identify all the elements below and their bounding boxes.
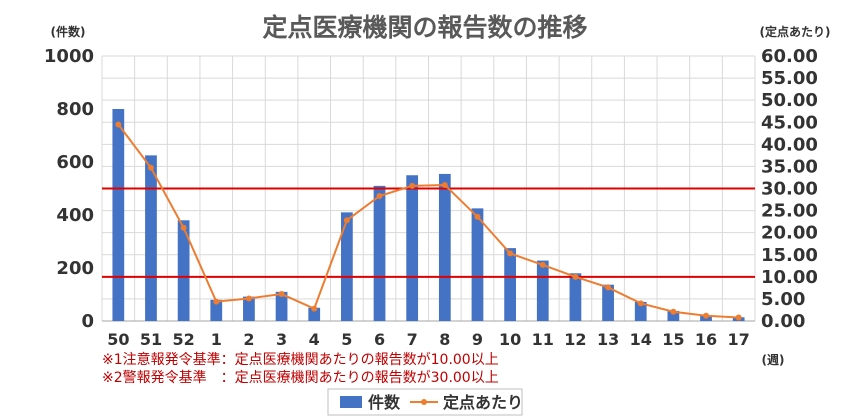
bar xyxy=(112,109,125,321)
legend-bar-label: 件数 xyxy=(368,393,401,412)
x-tick-label: 6 xyxy=(374,330,385,349)
x-tick-label: 13 xyxy=(597,330,619,349)
x-tick-label: 14 xyxy=(630,330,652,349)
bar xyxy=(536,260,549,321)
y-tick-label: 200 xyxy=(56,258,94,279)
x-tick-label: 52 xyxy=(172,330,194,349)
threshold-lines xyxy=(102,187,755,278)
x-tick-label: 16 xyxy=(695,330,717,349)
y2-tick-label: 15.00 xyxy=(761,245,818,266)
x-tick-label: 17 xyxy=(728,330,750,349)
y-axis-unit-label: (件数) xyxy=(51,24,86,39)
x-tick-label: 50 xyxy=(107,330,129,349)
legend-line-label: 定点あたり xyxy=(442,393,523,412)
line-point xyxy=(278,291,285,298)
line-point xyxy=(376,193,383,200)
bar xyxy=(569,273,582,321)
line-point xyxy=(147,164,154,171)
x-tick-label: 7 xyxy=(407,330,418,349)
line-point xyxy=(441,181,448,188)
x-tick-label: 12 xyxy=(564,330,586,349)
note-2: ※2警報発令基準 ：定点医療機関あたりの報告数が30.00以上 xyxy=(102,369,499,386)
bar xyxy=(340,212,353,321)
y-tick-label: 600 xyxy=(56,152,94,173)
note-1: ※1注意報発令基準：定点医療機関あたりの報告数が10.00以上 xyxy=(102,351,499,368)
y2-tick-label: 5.00 xyxy=(761,289,805,310)
line-point xyxy=(213,298,220,305)
x-tick-label: 4 xyxy=(309,330,320,349)
line-point xyxy=(409,182,416,189)
y2-tick-label: 20.00 xyxy=(761,223,818,244)
bar xyxy=(602,284,614,321)
line-point xyxy=(311,305,318,312)
x-tick-label: 15 xyxy=(662,330,684,349)
y2-tick-label: 45.00 xyxy=(761,112,818,133)
chart-title: 定点医療機関の報告数の推移 xyxy=(262,13,587,42)
line-point xyxy=(474,213,481,220)
x-tick-label: 51 xyxy=(140,330,162,349)
line-point xyxy=(703,312,710,319)
y-tick-label: 1000 xyxy=(44,46,94,67)
bar xyxy=(145,155,157,321)
legend: 件数 定点あたり xyxy=(327,388,523,416)
bar xyxy=(210,299,223,321)
y2-tick-label: 40.00 xyxy=(761,134,818,155)
y2-tick-label: 60.00 xyxy=(761,46,818,67)
y-axis-ticks: 0 200 400 600 800 1000 xyxy=(44,46,94,332)
y2-axis-ticks: 0.005.0010.0015.0020.0025.0030.0035.0040… xyxy=(761,46,818,332)
bar xyxy=(406,175,419,321)
y2-tick-label: 30.00 xyxy=(761,179,818,200)
line-point xyxy=(670,308,677,315)
x-tick-label: 9 xyxy=(472,330,483,349)
bar-series xyxy=(112,109,745,321)
x-tick-label: 8 xyxy=(439,330,450,349)
y2-tick-label: 10.00 xyxy=(761,267,818,288)
line-series xyxy=(115,121,742,321)
x-tick-label: 1 xyxy=(211,330,222,349)
line-point xyxy=(115,121,122,128)
bar xyxy=(373,185,386,321)
line-point xyxy=(539,261,546,268)
legend-line-marker xyxy=(421,399,427,405)
legend-bar-swatch xyxy=(340,396,362,408)
line-point xyxy=(180,224,187,231)
bar xyxy=(471,208,484,321)
y2-tick-label: 50.00 xyxy=(761,90,818,111)
line-point xyxy=(605,284,612,291)
x-tick-label: 10 xyxy=(499,330,521,349)
y-tick-label: 0 xyxy=(81,311,94,332)
bar xyxy=(634,301,647,321)
bar xyxy=(504,248,517,321)
line-point xyxy=(343,217,350,224)
bar xyxy=(275,291,288,321)
line-point xyxy=(245,295,252,302)
line-point xyxy=(507,250,514,257)
y2-axis-unit-label: (定点あたり) xyxy=(760,24,831,39)
x-tick-label: 5 xyxy=(341,330,352,349)
x-tick-label: 2 xyxy=(243,330,254,349)
x-axis-unit-label: (週) xyxy=(762,352,785,367)
line-point xyxy=(637,300,644,307)
bar xyxy=(177,220,190,321)
bar xyxy=(438,173,451,321)
bar xyxy=(243,296,255,321)
y2-tick-label: 55.00 xyxy=(761,68,818,89)
y2-tick-label: 0.00 xyxy=(761,311,805,332)
y-tick-label: 400 xyxy=(56,205,94,226)
y-tick-label: 800 xyxy=(56,99,94,120)
x-tick-label: 3 xyxy=(276,330,287,349)
line-point xyxy=(735,314,742,321)
y2-tick-label: 25.00 xyxy=(761,201,818,222)
series-line xyxy=(117,123,739,319)
line-point xyxy=(572,273,579,280)
x-tick-label: 11 xyxy=(532,330,554,349)
x-axis-ticks: 50 51 52 1 2 3 4 5 6 7 8 9 10 11 12 13 14 15 16 17 xyxy=(107,330,750,349)
bar xyxy=(667,310,680,321)
y2-tick-label: 35.00 xyxy=(761,156,818,177)
bar xyxy=(308,307,321,321)
